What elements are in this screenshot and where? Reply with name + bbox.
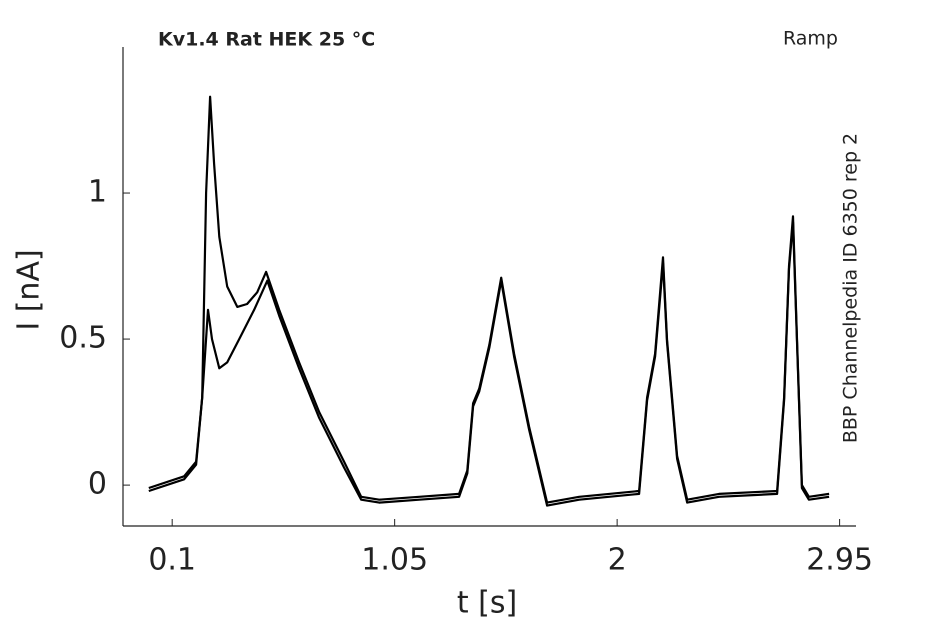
y-tick-label: 1	[88, 175, 107, 210]
trace	[148, 95, 830, 504]
annotation: BBP Channelpedia ID 6350 rep 2	[840, 133, 862, 443]
trace	[148, 221, 830, 507]
annotation: Ramp	[783, 28, 838, 50]
x-tick-label: 2.95	[806, 543, 873, 578]
chart-title: Kv1.4 Rat HEK 25 °C	[158, 29, 375, 51]
y-axis-label: I [nA]	[12, 249, 47, 330]
x-tick-label: 0.1	[148, 543, 196, 578]
x-tick-label: 1.05	[361, 543, 428, 578]
y-tick-label: 0.5	[59, 321, 107, 356]
y-tick-label: 0	[88, 467, 107, 502]
x-tick-label: 2	[608, 543, 627, 578]
x-axis-label: t [s]	[457, 586, 517, 621]
